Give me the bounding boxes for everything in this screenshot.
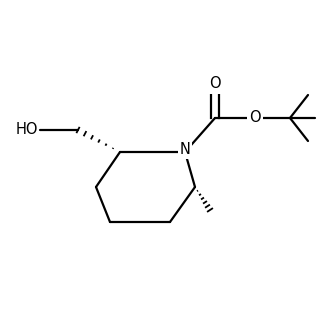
Text: O: O [209,77,221,91]
Text: O: O [249,110,261,124]
Text: HO: HO [16,122,38,138]
Text: N: N [180,143,190,157]
